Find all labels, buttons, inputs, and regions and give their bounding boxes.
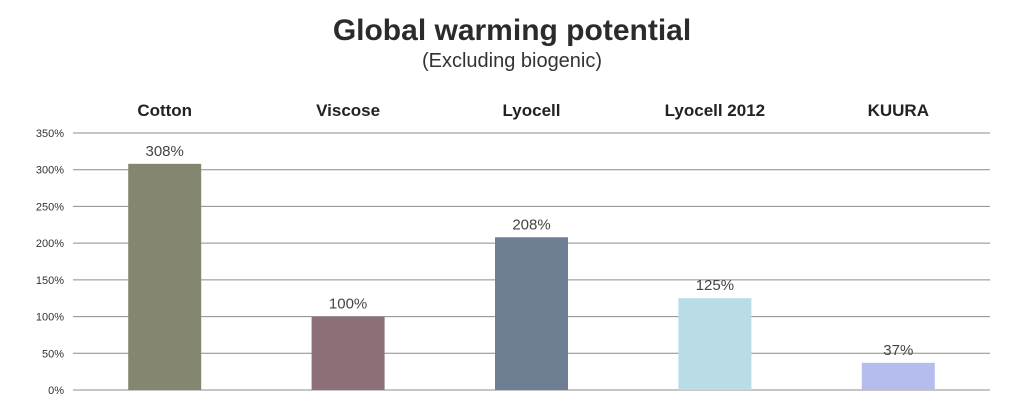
bar: [678, 298, 752, 390]
bar: [861, 362, 935, 390]
y-tick-label: 150%: [36, 275, 64, 287]
chart-subtitle: (Excluding biogenic): [422, 50, 602, 72]
bar: [311, 316, 385, 390]
data-label: 208%: [512, 216, 550, 233]
y-axis-ticks: 0% 50% 100% 150% 200% 250% 300% 350%: [36, 128, 64, 397]
data-label: 308%: [146, 143, 184, 160]
y-tick-label: 200%: [36, 238, 64, 250]
category-label: Lyocell 2012: [665, 101, 766, 120]
y-tick-label: 300%: [36, 165, 64, 177]
data-label: 125%: [696, 277, 734, 294]
category-labels: Cotton Viscose Lyocell Lyocell 2012 KUURA: [137, 101, 929, 120]
chart-title: Global warming potential: [333, 14, 691, 47]
bar: [495, 237, 568, 390]
y-tick-label: 0%: [48, 385, 64, 397]
category-label: Viscose: [316, 101, 380, 120]
bars: 308% 100% 208% 125% 37%: [128, 143, 935, 390]
y-tick-label: 50%: [42, 348, 64, 360]
y-tick-label: 350%: [36, 128, 64, 140]
data-label: 100%: [329, 296, 367, 313]
data-label: 37%: [883, 342, 913, 359]
category-label: KUURA: [868, 101, 929, 120]
y-tick-label: 250%: [36, 201, 64, 213]
category-label: Lyocell: [503, 101, 561, 120]
bar: [128, 163, 202, 390]
y-tick-label: 100%: [36, 312, 64, 324]
category-label: Cotton: [137, 101, 192, 120]
